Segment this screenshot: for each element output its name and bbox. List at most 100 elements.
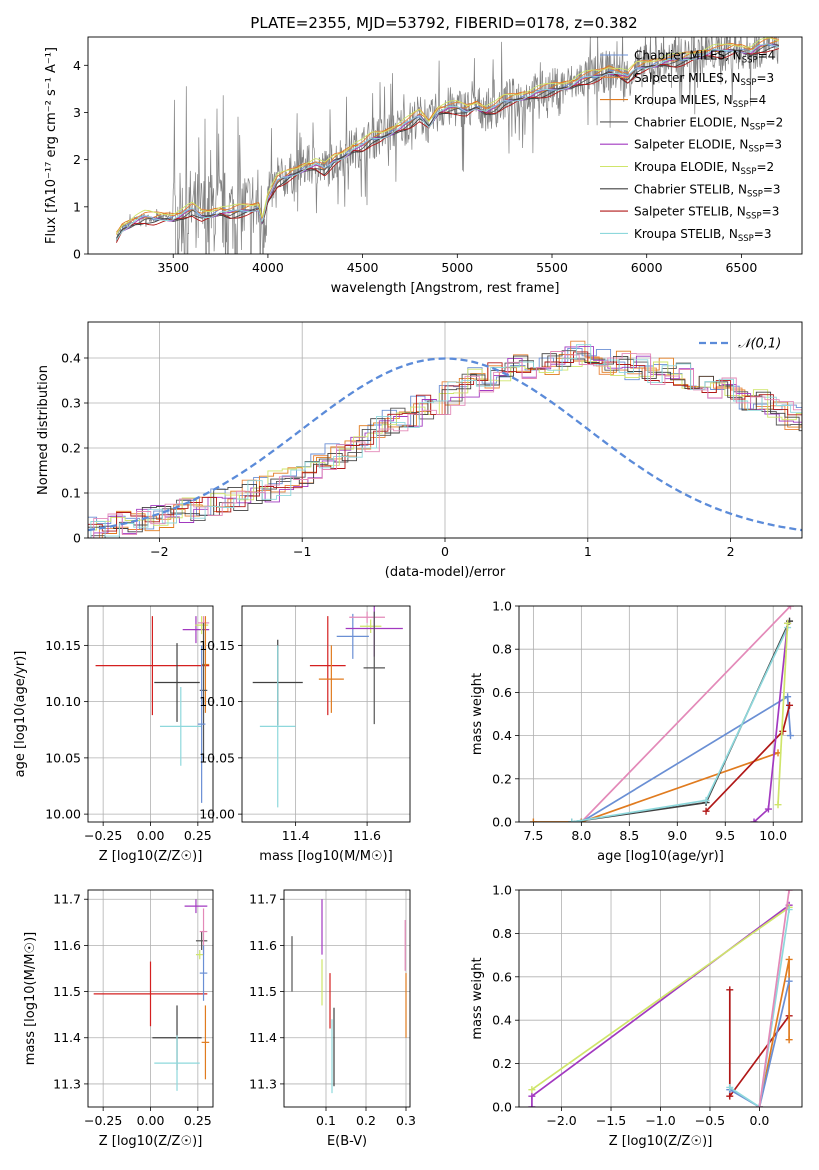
axes-frame <box>241 605 411 823</box>
plot-area-mass_weight_vs_Z <box>528 890 793 1107</box>
x-tick-label: −1 <box>293 544 311 559</box>
y-tick-label: 11.6 <box>249 938 277 953</box>
plus-marker <box>528 1092 536 1100</box>
legend-label: Kroupa MILES, NSSP=4 <box>634 93 766 110</box>
y-axis-label: mass weight <box>470 673 485 755</box>
x-tick-label: 2 <box>727 544 735 559</box>
plus-marker <box>786 701 794 709</box>
residual-histogram <box>88 340 802 538</box>
y-tick-label: 11.7 <box>249 892 277 907</box>
y-tick-label: 3 <box>73 105 81 120</box>
x-tick-label: 8.5 <box>619 828 639 843</box>
grid-age_vs_Z <box>88 606 213 822</box>
y-tick-label: 10.10 <box>45 694 81 709</box>
y-tick-label: 0.6 <box>492 685 512 700</box>
error-bar-point <box>195 931 208 951</box>
y-tick-label: 0.0 <box>492 1100 512 1115</box>
legend-label: Chabrier MILES, NSSP=4 <box>634 49 775 66</box>
y-tick-label: 10.05 <box>199 750 235 765</box>
x-tick-label: 8.0 <box>571 828 591 843</box>
error-bar-point <box>197 645 206 803</box>
y-tick-label: 10.10 <box>199 694 235 709</box>
legend-label: Kroupa STELIB, NSSP=3 <box>634 227 772 244</box>
model-spectrum <box>116 43 779 241</box>
grid-residuals <box>88 322 802 539</box>
y-tick-label: 2 <box>73 152 81 167</box>
x-axis-label: age [log10(age/yr)] <box>597 849 724 864</box>
y-tick-label: 0.4 <box>61 351 81 366</box>
y-tick-label: 0 <box>73 531 81 546</box>
x-axis-label: Z [log10(Z/Z☉)] <box>99 849 203 864</box>
y-tick-label: 0.8 <box>492 642 512 657</box>
x-tick-label: 9.5 <box>715 828 735 843</box>
y-axis-label: Flux [fλ10⁻¹⁷ erg cm⁻² s⁻¹ A⁻¹] <box>44 47 59 244</box>
error-bar-point <box>195 950 204 960</box>
legend-label: Chabrier ELODIE, NSSP=2 <box>634 115 783 132</box>
plus-marker <box>774 801 782 809</box>
error-bar-point <box>363 611 385 725</box>
model-spectrum <box>116 37 780 233</box>
y-tick-label: 11.7 <box>53 892 81 907</box>
x-tick-label: −0.5 <box>695 1113 725 1128</box>
x-tick-label: 6000 <box>631 260 663 275</box>
plot-area-mass_weight_vs_age <box>529 606 794 822</box>
legend-label: Salpeter STELIB, NSSP=3 <box>634 205 779 222</box>
panel-mass_weight_vs_Z: −2.0 −1.5 −1.0 −0.5 0.0 0.0 0.2 0.4 0.6 0.8 1.0 Z [… <box>470 883 803 1149</box>
x-tick-label: 9.0 <box>667 828 687 843</box>
x-tick-label: 5000 <box>441 260 473 275</box>
residual-histogram <box>88 353 802 533</box>
y-tick-label: 0.2 <box>61 441 81 456</box>
y-tick-label: 10.00 <box>45 807 81 822</box>
x-tick-label: 11.4 <box>282 828 310 843</box>
error-bar-point <box>195 616 209 635</box>
y-tick-label: 10.15 <box>199 638 235 653</box>
y-tick-label: 10.00 <box>199 807 235 822</box>
x-tick-label: 7.5 <box>523 828 543 843</box>
model-spectrum <box>116 43 780 240</box>
error-bar-point <box>93 961 208 1027</box>
plot-area-mass_vs_Z <box>93 899 210 1091</box>
plus-marker <box>785 977 793 985</box>
x-tick-label: 4000 <box>252 260 284 275</box>
x-tick-label: 0.00 <box>137 1113 165 1128</box>
model-spectrum <box>116 37 780 234</box>
x-axis-label: Z [log10(Z/Z☉)] <box>609 1134 713 1149</box>
residual-histogram <box>88 350 802 538</box>
y-tick-label: 0.2 <box>492 1056 512 1071</box>
legend-label: Kroupa ELODIE, NSSP=2 <box>634 160 774 177</box>
y-tick-label: 0.6 <box>492 969 512 984</box>
x-tick-label: 11.6 <box>353 828 381 843</box>
mass-weight-line <box>777 623 789 805</box>
y-tick-label: 11.5 <box>53 984 81 999</box>
charts-group: 3500 4000 4500 5000 5500 6000 6500 0 1 2 3 4 wavelen… <box>13 36 803 1149</box>
normal-curve <box>88 357 802 532</box>
y-tick-label: 1.0 <box>492 883 512 898</box>
error-bar-point <box>199 945 208 1001</box>
mass-weight-line <box>571 620 791 822</box>
y-axis-label: Normed distribution <box>36 365 51 495</box>
x-tick-label: −1.5 <box>596 1113 626 1128</box>
plus-marker <box>750 818 758 822</box>
mass-weight-line <box>531 906 790 1091</box>
plus-marker <box>764 805 772 813</box>
plus-marker <box>785 955 793 963</box>
residual-histogram <box>88 360 802 531</box>
plus-marker <box>785 1036 793 1044</box>
x-tick-label: 0.2 <box>356 1113 376 1128</box>
grid-mass_vs_Z <box>88 890 213 1107</box>
y-tick-label: 0.0 <box>492 815 512 830</box>
error-bar-point <box>199 622 208 758</box>
error-bar-point <box>154 643 200 722</box>
y-tick-label: 11.3 <box>53 1076 81 1091</box>
legend-label: Chabrier STELIB, NSSP=3 <box>634 182 781 199</box>
axes-frame <box>87 889 214 1108</box>
legend-label: Salpeter MILES, NSSP=3 <box>634 71 774 88</box>
x-tick-label: 0.25 <box>184 1113 212 1128</box>
mass-weight-line <box>571 627 789 822</box>
mass-weight-line <box>580 606 792 822</box>
y-tick-label: 11.5 <box>249 984 277 999</box>
legend-spectrum: Chabrier MILES, NSSP=4 Salpeter MILES, NS… <box>600 49 783 244</box>
y-tick-label: 1 <box>73 199 81 214</box>
x-tick-label: 6500 <box>725 260 757 275</box>
